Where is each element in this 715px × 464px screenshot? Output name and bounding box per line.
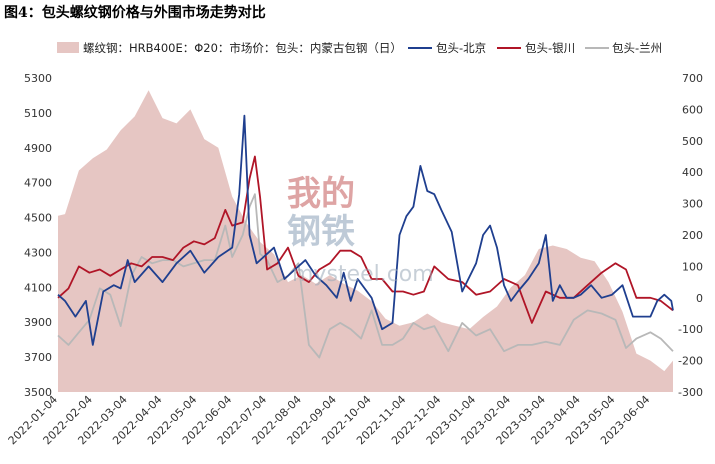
- legend-label-area: 螺纹钢：HRB400E：Φ20：市场价：包头：内蒙古包钢（日）: [83, 41, 402, 55]
- right-tick-label: 600: [682, 103, 703, 116]
- left-tick-label: 4700: [24, 177, 52, 190]
- left-axis: 3500 3700 3900 4100 4300 4500 4700 4900 5100 5300: [24, 72, 52, 399]
- x-axis: 2022-01-042022-02-042022-03-042022-04-04…: [6, 393, 653, 447]
- legend-label-beijing: 包头-北京: [436, 41, 486, 55]
- legend: 螺纹钢：HRB400E：Φ20：市场价：包头：内蒙古包钢（日） 包头-北京 包头…: [57, 41, 662, 55]
- watermark-text-bottom: mysteel.com: [292, 262, 434, 287]
- left-tick-label: 3500: [24, 386, 52, 399]
- right-tick-label: 400: [682, 166, 703, 179]
- chart-title: 图4：包头螺纹钢价格与外围市场走势对比: [4, 4, 266, 21]
- series-line-lanzhou: [57, 193, 674, 359]
- series-line-beijing: [57, 114, 674, 346]
- right-tick-label: 700: [682, 72, 703, 85]
- right-axis: -300 -200 -100 0 100 200 300 400 500 600 700: [678, 72, 703, 399]
- left-tick-label: 4900: [24, 142, 52, 155]
- series-area-price: [58, 90, 673, 392]
- left-tick-label: 3900: [24, 316, 52, 329]
- right-tick-label: 200: [682, 229, 703, 242]
- left-tick-label: 4100: [24, 281, 52, 294]
- watermark-text-top: 我的: [287, 174, 355, 214]
- legend-label-lanzhou: 包头-兰州: [612, 41, 662, 55]
- right-tick-label: -200: [678, 355, 703, 368]
- left-tick-label: 3700: [24, 351, 52, 364]
- left-tick-label: 5300: [24, 72, 52, 85]
- right-tick-label: 300: [682, 198, 703, 211]
- right-tick-label: -300: [678, 386, 703, 399]
- watermark-text-middle: 钢铁: [287, 212, 355, 252]
- watermark: 我的 钢铁 mysteel.com: [287, 174, 434, 287]
- right-tick-label: 0: [696, 292, 703, 305]
- left-tick-label: 5100: [24, 107, 52, 120]
- right-tick-label: 100: [682, 260, 703, 273]
- left-tick-label: 4500: [24, 212, 52, 225]
- legend-swatch-area: [57, 42, 79, 53]
- left-tick-label: 4300: [24, 246, 52, 259]
- right-tick-label: -100: [678, 323, 703, 336]
- plot-area: [57, 90, 674, 392]
- legend-label-yinchuan: 包头-银川: [525, 41, 575, 55]
- right-tick-label: 500: [682, 135, 703, 148]
